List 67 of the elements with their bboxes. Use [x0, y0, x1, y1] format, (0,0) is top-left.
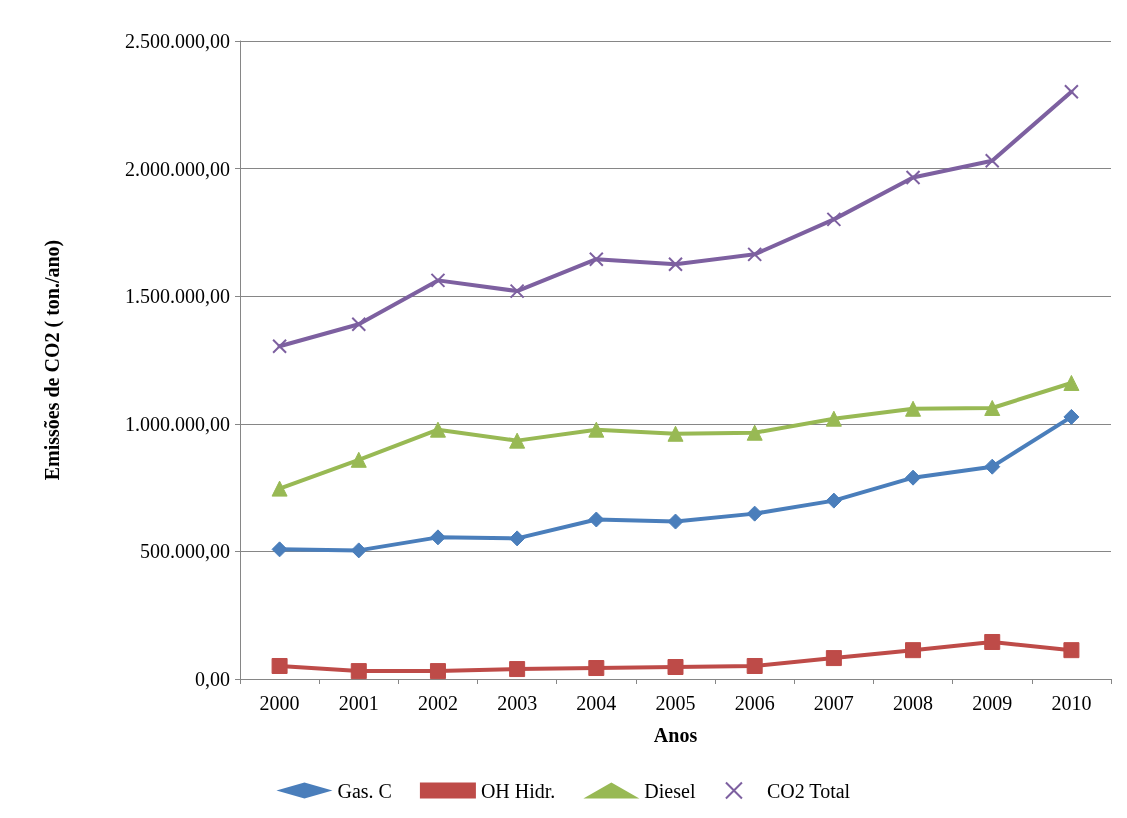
- x-tick-label: 2009: [972, 692, 1013, 714]
- point: [984, 458, 1001, 475]
- point: [350, 542, 367, 559]
- point: [905, 400, 922, 417]
- x-tick-label: 2004: [576, 692, 617, 714]
- point: [350, 663, 367, 680]
- point: [668, 256, 683, 272]
- point: [984, 399, 1001, 416]
- point: [667, 513, 684, 530]
- legend-label: OH Hidr.: [480, 779, 556, 802]
- point: [984, 634, 1001, 650]
- point: [509, 661, 526, 678]
- point: [1063, 408, 1080, 425]
- x-tick-label: 2008: [893, 692, 934, 714]
- y-tick-label: 1.500.000,00: [125, 285, 230, 308]
- point: [350, 451, 367, 468]
- y-tick-label: 2.000.000,00: [125, 157, 230, 180]
- point: [826, 211, 842, 227]
- point: [1063, 642, 1080, 659]
- y-tick-label: 2.500.000,00: [125, 30, 230, 52]
- point: [905, 469, 922, 486]
- point: [351, 316, 367, 332]
- point: [430, 272, 446, 288]
- point: [588, 660, 605, 677]
- point: [905, 170, 921, 186]
- point: [825, 410, 842, 427]
- point: [984, 153, 1000, 169]
- point: [825, 492, 842, 509]
- point: [509, 432, 526, 449]
- point: [825, 650, 842, 667]
- legend-label: Gas. C: [337, 779, 392, 802]
- point: [588, 251, 604, 267]
- x-tick-label: 2003: [497, 692, 538, 714]
- y-tick-label: 1.000.000,00: [125, 412, 230, 435]
- y-axis-title: Emissões de CO2 ( ton./ano): [41, 239, 64, 481]
- point: [1063, 84, 1079, 100]
- x-tick-label: 2000: [259, 692, 300, 714]
- x-tick-label: 2010: [1051, 692, 1092, 714]
- x-axis-title: Anos: [653, 724, 698, 746]
- point: [588, 511, 605, 528]
- point: [588, 421, 605, 438]
- point: [272, 338, 288, 354]
- point: [509, 283, 525, 299]
- point: [271, 657, 288, 674]
- point: [429, 663, 446, 680]
- legend-label: Diesel: [644, 779, 696, 802]
- point: [271, 480, 288, 497]
- x-tick-label: 2006: [734, 692, 775, 714]
- point: [747, 246, 763, 262]
- y-tick-label: 500.000,00: [140, 540, 230, 563]
- point: [746, 657, 763, 674]
- point: [746, 424, 763, 441]
- point: [905, 642, 922, 659]
- x-tick-label: 2001: [338, 692, 379, 714]
- point: [429, 421, 446, 438]
- y-tick-label: 0,00: [195, 668, 230, 690]
- point: [429, 529, 446, 546]
- point: [271, 541, 288, 558]
- x-tick-label: 2007: [813, 692, 854, 714]
- x-tick-label: 2005: [655, 692, 696, 714]
- point: [667, 425, 684, 442]
- point: [1063, 374, 1080, 391]
- x-tick-label: 2002: [417, 692, 458, 714]
- point: [667, 659, 684, 676]
- point: [509, 530, 526, 547]
- legend-label: CO2 Total: [766, 779, 851, 802]
- point: [746, 505, 763, 522]
